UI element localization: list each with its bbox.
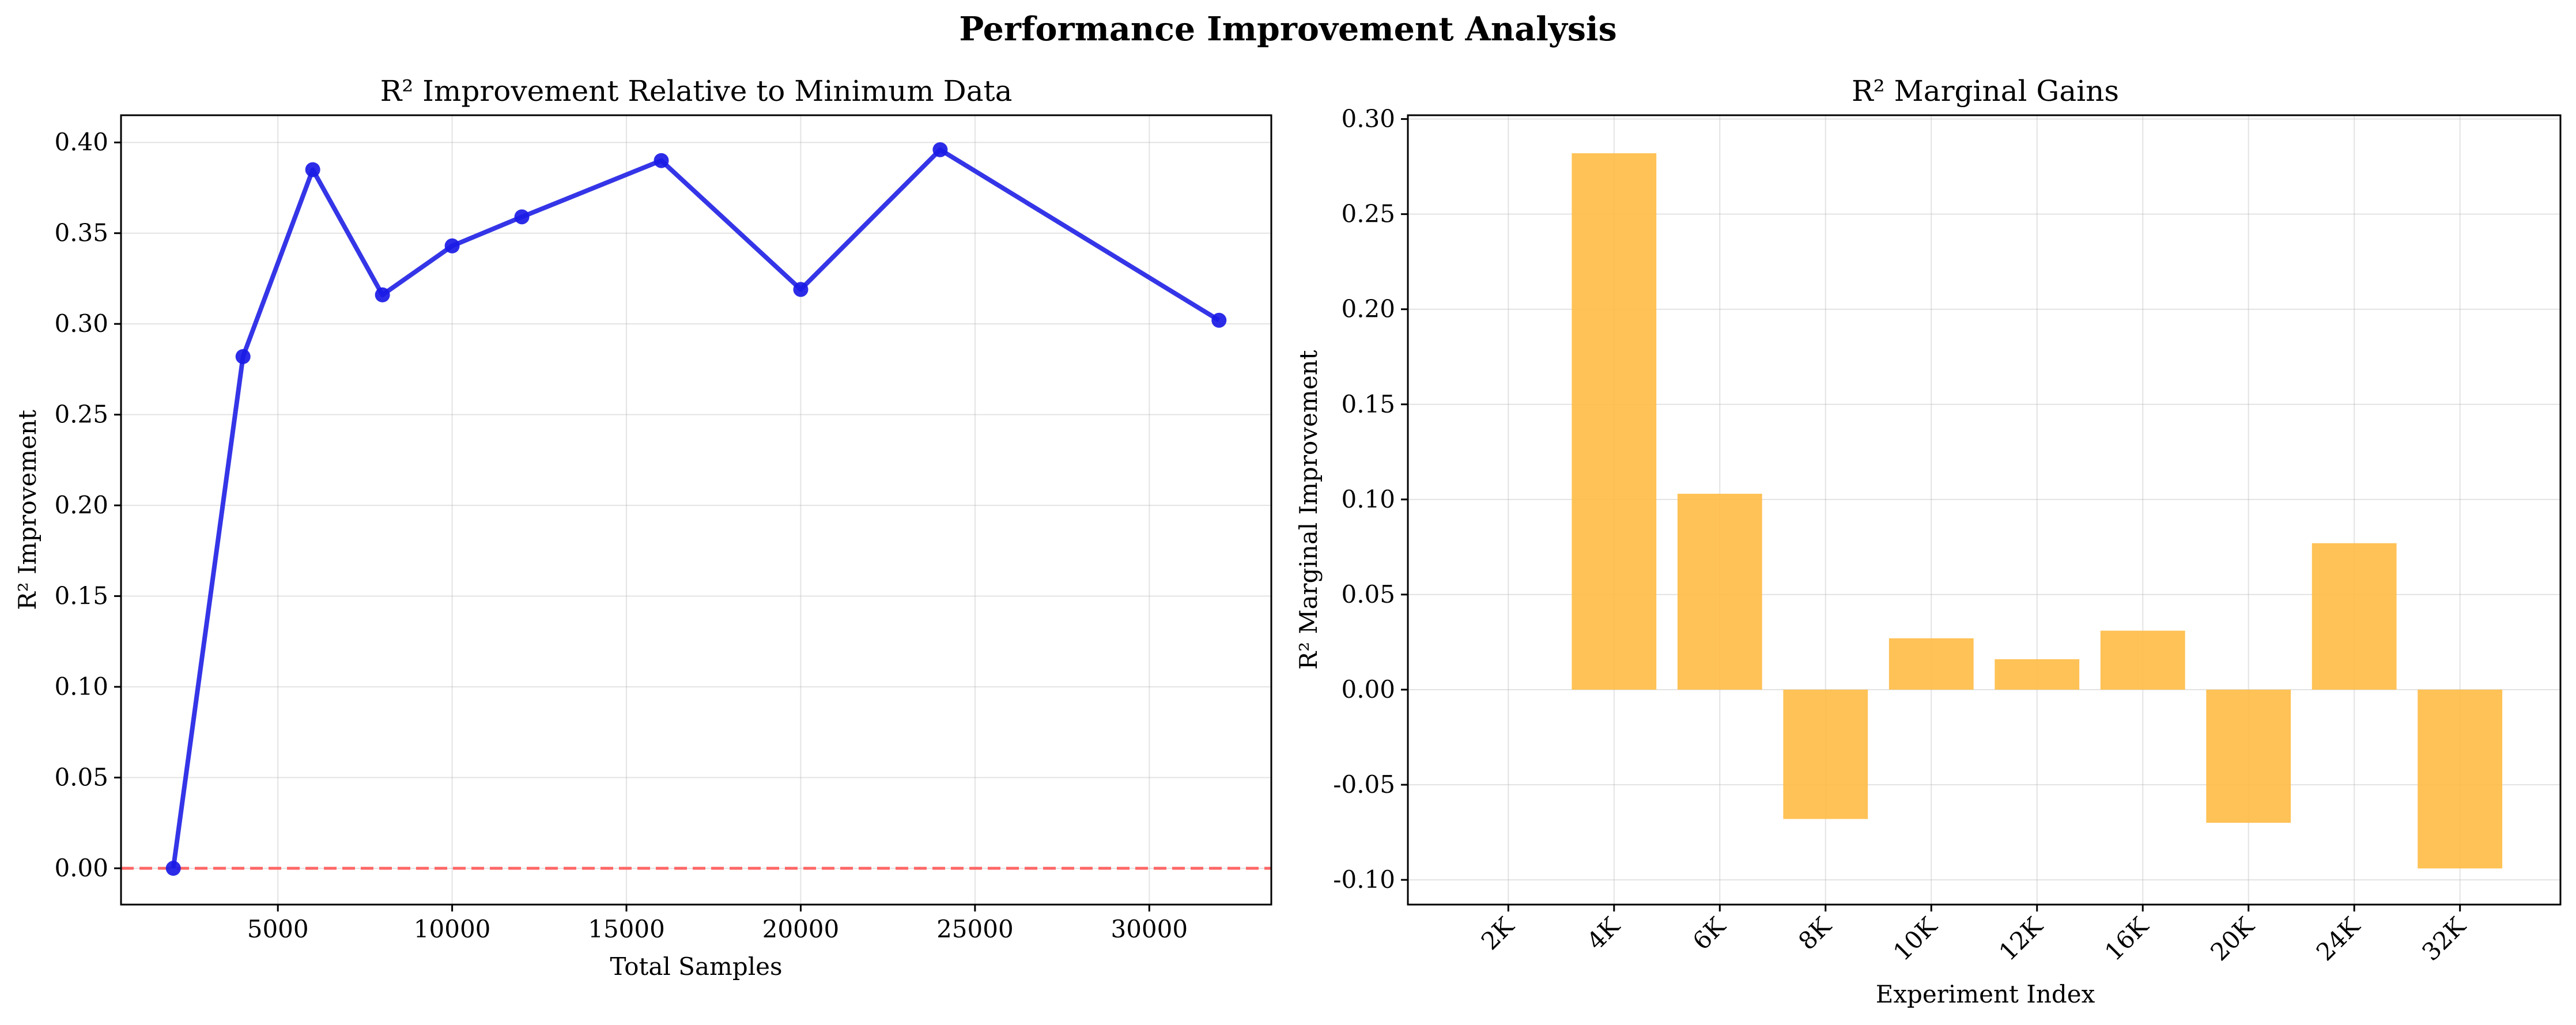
right-y-tick-label: -0.10: [1333, 865, 1395, 894]
right-x-tick-label: 4K: [1581, 911, 1626, 955]
left-y-axis-label: R² Improvement: [13, 410, 41, 610]
left-y-tick-label: 0.35: [54, 219, 108, 247]
left-axis-ticks: 5000 10000 15000 20000 25000 30000 0.00 0.05 0.1…: [54, 128, 1188, 943]
marginal-gain-bar: [1572, 153, 1657, 690]
left-data-marks: [121, 142, 1271, 876]
figure-title: Performance Improvement Analysis: [959, 10, 1616, 48]
right-y-tick-label: 0.05: [1341, 580, 1395, 608]
right-plot-frame: [1407, 114, 2562, 906]
left-y-tick-label: 0.10: [54, 672, 108, 701]
left-x-tick-label: 15000: [588, 915, 665, 943]
right-y-tick-label: 0.30: [1341, 105, 1395, 133]
right-y-tick-label: 0.15: [1341, 390, 1395, 418]
left-x-tick-label: 25000: [936, 915, 1014, 943]
marginal-gain-bar: [2206, 689, 2291, 823]
left-plot-frame: [120, 114, 1272, 906]
right-data-marks: [1572, 153, 2503, 869]
improvement-data-point: [165, 861, 181, 876]
left-y-tick-label: 0.15: [54, 582, 108, 610]
improvement-data-point: [514, 209, 530, 225]
marginal-gain-bar: [2311, 543, 2397, 690]
right-y-tick-label: -0.05: [1333, 770, 1395, 799]
improvement-data-point: [654, 153, 669, 168]
right-y-axis-label: R² Marginal Improvement: [1294, 350, 1323, 670]
improvement-data-point: [235, 349, 251, 364]
improvement-data-point: [932, 142, 948, 157]
right-plot-title: R² Marginal Gains: [1852, 74, 2119, 108]
left-y-tick-label: 0.30: [54, 309, 108, 338]
improvement-data-point: [444, 238, 460, 254]
right-x-axis-label: Experiment Index: [1876, 980, 2095, 1008]
right-y-tick-label: 0.10: [1341, 485, 1395, 513]
right-x-tick-label: 32K: [2416, 911, 2472, 966]
right-x-tick-label: 6K: [1687, 911, 1732, 955]
improvement-data-point: [1211, 312, 1227, 328]
right-x-tick-label: 12K: [1993, 911, 2049, 966]
improvement-data-point: [375, 287, 390, 302]
left-x-tick-label: 20000: [762, 915, 840, 943]
left-y-tick-label: 0.40: [54, 128, 108, 156]
right-plot: R² Marginal Gains 2K 4K 6K 8K 10K 12K 16K 20K 24…: [1294, 74, 2562, 1008]
left-y-tick-label: 0.20: [54, 491, 108, 519]
marginal-gain-bar: [2418, 689, 2503, 869]
marginal-gain-bar: [1677, 493, 1762, 690]
left-x-tick-label: 30000: [1111, 915, 1188, 943]
marginal-gain-bar: [1888, 638, 1974, 690]
right-x-tick-label: 24K: [2311, 911, 2366, 966]
marginal-gain-bar: [2100, 630, 2185, 690]
right-x-tick-label: 2K: [1476, 911, 1520, 955]
improvement-series-line: [171, 147, 1221, 869]
left-y-tick-label: 0.05: [54, 763, 108, 792]
right-x-tick-label: 10K: [1888, 911, 1943, 966]
left-plot-title: R² Improvement Relative to Minimum Data: [380, 74, 1013, 108]
left-x-tick-label: 5000: [247, 915, 309, 943]
right-y-tick-label: 0.25: [1341, 200, 1395, 228]
right-x-tick-label: 8K: [1793, 911, 1837, 955]
right-axis-ticks: 2K 4K 6K 8K 10K 12K 16K 20K 24K 32K -0.10 -0.05 0.00…: [1333, 105, 2472, 966]
left-plot: R² Improvement Relative to Minimum Data …: [13, 74, 1272, 981]
marginal-gain-bar: [1783, 689, 1868, 819]
right-y-tick-label: 0.20: [1341, 295, 1395, 323]
right-y-tick-label: 0.00: [1341, 675, 1395, 703]
right-x-tick-label: 16K: [2099, 911, 2155, 966]
left-x-axis-label: Total Samples: [610, 952, 782, 981]
left-x-tick-label: 10000: [414, 915, 491, 943]
left-y-tick-label: 0.00: [54, 854, 108, 882]
improvement-data-point: [793, 282, 809, 297]
left-gridlines: [121, 115, 1271, 905]
improvement-data-point: [305, 162, 320, 177]
right-x-tick-label: 20K: [2205, 911, 2260, 966]
marginal-gain-bar: [1995, 659, 2080, 690]
left-y-tick-label: 0.25: [54, 400, 108, 429]
